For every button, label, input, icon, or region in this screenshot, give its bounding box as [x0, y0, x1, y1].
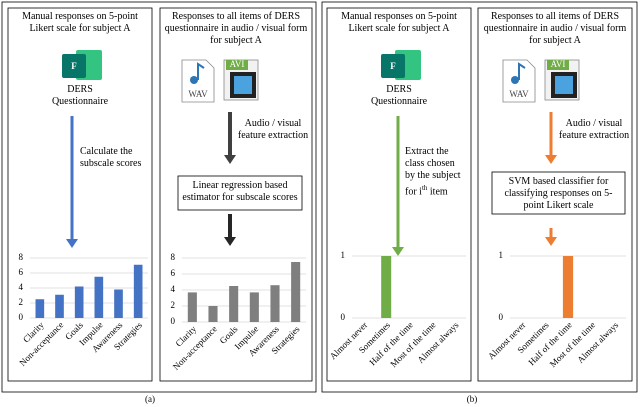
- bar: [74, 286, 84, 318]
- y-tick-label: 6: [19, 267, 24, 277]
- step-text-main: Extract the class chosen by the subject …: [405, 146, 461, 198]
- box-frame: [7, 7, 153, 382]
- box-header: Manual responses on 5-point Likert scale…: [341, 11, 457, 34]
- step-text: Extract the class chosen by the subject …: [405, 146, 467, 198]
- box-header: Responses to all items of DERS questionn…: [483, 11, 627, 46]
- box-frame: [326, 7, 472, 382]
- forms-letter: F: [390, 61, 396, 71]
- model-box: [177, 175, 303, 211]
- note-stem: [518, 62, 526, 80]
- box-header: Responses to all items of DERS questionn…: [164, 11, 308, 46]
- x-tick-label: Almost always: [575, 319, 620, 364]
- bar: [562, 256, 574, 318]
- step-text: Calculate the subscale scores: [80, 146, 146, 170]
- bar: [229, 286, 239, 322]
- source-label: DERS Questionnaire: [51, 84, 109, 107]
- wav-page: [181, 59, 215, 103]
- wav-page: [502, 59, 536, 103]
- bar: [187, 292, 197, 322]
- y-tick-label: 2: [19, 297, 24, 307]
- panel-frame: [1, 1, 317, 393]
- panel-label: (b): [467, 394, 478, 404]
- bar: [55, 294, 64, 318]
- step-text-main: Audio / visual feature extraction: [558, 118, 630, 141]
- avi-tag: [226, 60, 248, 70]
- source-label: DERS Questionnaire: [370, 84, 428, 107]
- box-frame: [477, 7, 633, 382]
- step-text-main: Audio / visual feature extraction: [237, 118, 309, 141]
- y-tick-label: 4: [19, 282, 24, 292]
- y-tick-label: 1: [341, 250, 346, 260]
- bar: [381, 256, 392, 318]
- y-tick-label: 8: [171, 252, 176, 262]
- forms-icon: [381, 54, 405, 78]
- arrow-head: [224, 155, 236, 164]
- avi-label: AVI: [551, 59, 566, 69]
- film-frame: [234, 76, 252, 94]
- forms-icon: [62, 54, 86, 78]
- box-frame: [159, 7, 313, 382]
- arrow-head: [392, 247, 404, 256]
- arrow-head: [545, 237, 557, 246]
- panel-frame: [321, 1, 638, 393]
- y-tick-label: 0: [19, 312, 24, 322]
- arrow-head: [545, 155, 557, 164]
- y-tick-label: 0: [171, 316, 176, 326]
- bar: [35, 299, 45, 318]
- note-stem: [197, 62, 205, 80]
- forms-letter: F: [71, 61, 77, 71]
- note-head: [190, 76, 198, 84]
- y-tick-label: 8: [19, 252, 24, 262]
- y-tick-label: 6: [171, 268, 176, 278]
- box-header: Manual responses on 5-point Likert scale…: [22, 11, 138, 34]
- note-head: [511, 76, 519, 84]
- panel-label: (a): [145, 394, 155, 404]
- bar: [208, 306, 218, 322]
- y-tick-label: 0: [499, 312, 504, 322]
- bar: [291, 262, 301, 322]
- y-tick-label: 2: [171, 300, 176, 310]
- y-tick-label: 1: [499, 250, 504, 260]
- model-box: [491, 171, 626, 215]
- avi-label: AVI: [230, 59, 245, 69]
- arrow-head: [224, 237, 236, 246]
- avi-tag: [547, 60, 569, 70]
- bar: [114, 289, 123, 318]
- bar: [94, 276, 104, 318]
- step-text-end: item: [427, 186, 448, 198]
- step-superscript: th: [421, 184, 428, 192]
- step-text: Audio / visual feature extraction: [557, 118, 631, 142]
- step-text-main: Calculate the subscale scores: [80, 146, 142, 169]
- bar: [133, 264, 143, 318]
- y-tick-label: 4: [171, 284, 176, 294]
- wav-label: WAV: [509, 89, 529, 99]
- arrow-head: [66, 239, 78, 248]
- model-text: SVM based classifier for classifying res…: [504, 176, 613, 211]
- step-text: Audio / visual feature extraction: [235, 118, 311, 142]
- bar: [270, 285, 280, 322]
- wav-label: WAV: [188, 89, 208, 99]
- bar: [249, 292, 259, 322]
- model-text: Linear regression based estimator for su…: [182, 180, 298, 203]
- y-tick-label: 0: [341, 312, 346, 322]
- film-frame: [555, 76, 573, 94]
